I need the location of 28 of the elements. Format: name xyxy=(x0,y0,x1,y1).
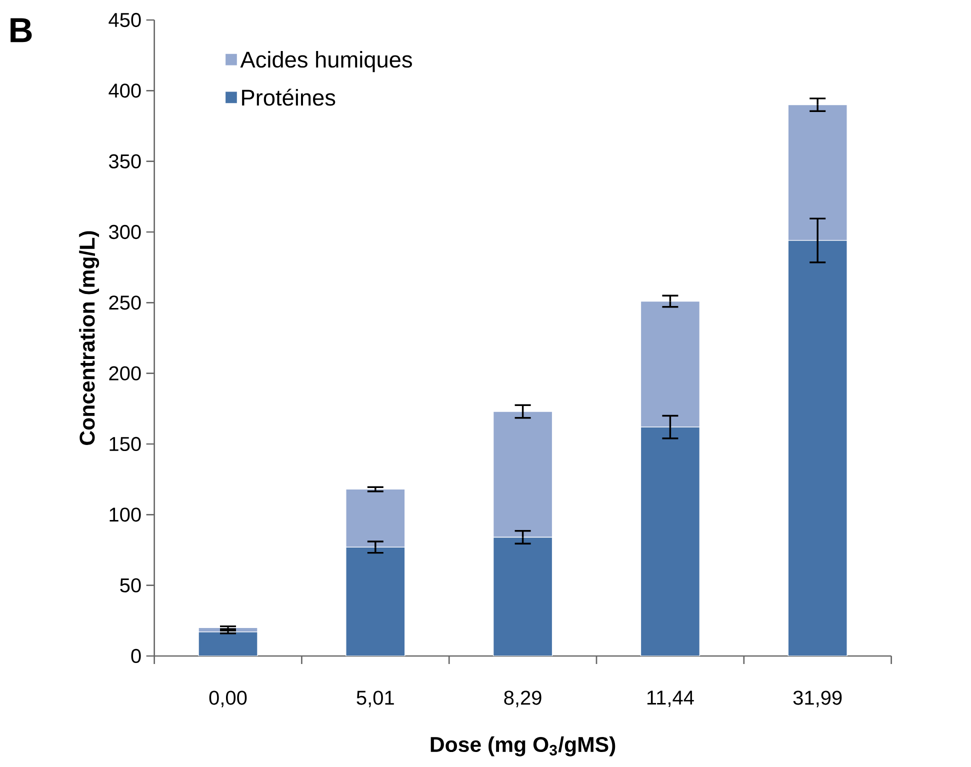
x-tick-label: 11,44 xyxy=(647,690,694,708)
x-tick-label: 8,29 xyxy=(504,690,542,708)
x-tick-label: 0,00 xyxy=(209,690,247,708)
bar xyxy=(492,536,553,656)
bar xyxy=(346,488,406,548)
x-tick-label: 5,01 xyxy=(356,690,394,708)
chart-title: B xyxy=(10,18,32,42)
y-tick-label: 150 xyxy=(110,436,141,452)
bar xyxy=(198,632,258,656)
x-tick-label: 31,99 xyxy=(793,690,842,708)
y-tick-label: 200 xyxy=(109,366,141,380)
y-tick-label: 300 xyxy=(108,224,141,240)
bar xyxy=(788,240,848,656)
legend-label: Protéines xyxy=(242,88,336,106)
y-tick-label: 400 xyxy=(108,84,141,98)
bar xyxy=(492,411,553,538)
bar xyxy=(346,546,406,656)
y-tick-label: 50 xyxy=(120,578,141,592)
bar xyxy=(640,426,700,656)
y-axis-title: Concentration (mg/L) xyxy=(79,231,100,445)
legend-label: Acides humiques xyxy=(240,51,412,72)
y-tick-label: 0 xyxy=(131,648,141,664)
y-tick-label: 250 xyxy=(109,296,141,310)
bar xyxy=(640,300,700,428)
y-tick-label: 100 xyxy=(110,508,141,522)
y-tick-label: 350 xyxy=(108,154,141,168)
x-axis-title: Dose (mg O$_{3}$/gMS) xyxy=(430,736,616,756)
y-tick-label: 450 xyxy=(108,12,141,28)
